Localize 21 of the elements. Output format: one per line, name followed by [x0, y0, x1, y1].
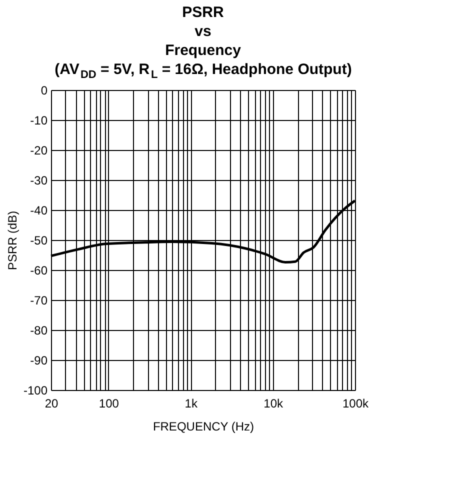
y-tick-label: 0 — [40, 84, 48, 98]
y-tick-label: -10 — [30, 114, 48, 128]
y-tick-label: -30 — [30, 174, 48, 188]
y-tick-label: -20 — [30, 144, 48, 158]
x-tick-label: 20 — [44, 396, 58, 410]
y-tick-label: -70 — [30, 294, 48, 308]
y-axis-title: PSRR (dB) — [5, 210, 20, 270]
y-tick-label: -80 — [30, 324, 48, 338]
text: Frequency — [165, 42, 241, 59]
y-tick-label: -60 — [30, 264, 48, 278]
x-tick-label: 10k — [264, 396, 284, 410]
y-tick-label: -40 — [30, 204, 48, 218]
text: vs — [194, 23, 212, 40]
text: PSRR — [182, 4, 224, 21]
y-tick-label: -100 — [23, 384, 48, 398]
x-axis-title: FREQUENCY (Hz) — [152, 420, 254, 434]
x-tick-label: 1k — [184, 396, 198, 410]
y-tick-label: -50 — [30, 234, 48, 248]
x-tick-label: 100 — [98, 396, 120, 410]
y-tick-label: -90 — [30, 354, 48, 368]
x-tick-label: 100k — [342, 396, 370, 410]
